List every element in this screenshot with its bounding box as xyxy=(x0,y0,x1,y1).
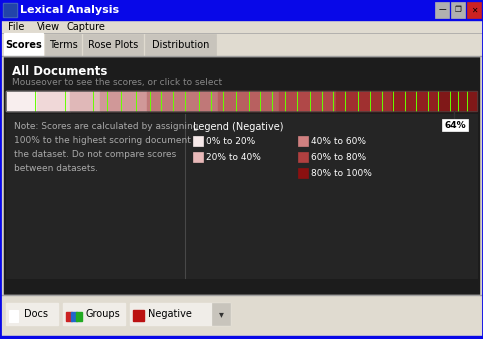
Text: 20% to 40%: 20% to 40% xyxy=(206,153,261,161)
Bar xyxy=(71,312,77,321)
Bar xyxy=(130,303,230,325)
Text: Lexical Analysis: Lexical Analysis xyxy=(20,5,119,15)
Text: File: File xyxy=(8,21,24,32)
Bar xyxy=(279,91,336,111)
Text: Negative: Negative xyxy=(148,309,192,319)
Text: Rose Plots: Rose Plots xyxy=(88,40,138,49)
Bar xyxy=(0,295,483,339)
Bar xyxy=(298,152,308,162)
Bar xyxy=(6,303,58,325)
Bar xyxy=(70,91,100,111)
Text: Scores: Scores xyxy=(5,40,42,49)
Bar xyxy=(45,34,81,55)
Bar xyxy=(37,91,70,111)
Text: 100% to the highest scoring document in: 100% to the highest scoring document in xyxy=(14,136,202,145)
Bar xyxy=(63,303,125,325)
Bar xyxy=(4,33,43,56)
Bar xyxy=(66,312,72,321)
Text: All Documents: All Documents xyxy=(12,65,107,78)
Bar xyxy=(100,91,147,111)
Text: Mouseover to see the scores, or click to select: Mouseover to see the scores, or click to… xyxy=(12,78,222,87)
Bar xyxy=(4,4,16,16)
Bar xyxy=(298,136,308,146)
Text: 60% to 80%: 60% to 80% xyxy=(311,153,366,161)
Bar xyxy=(9,310,18,322)
Bar xyxy=(3,3,17,17)
Bar xyxy=(193,136,203,146)
Bar xyxy=(4,56,479,295)
Text: Groups: Groups xyxy=(85,309,120,319)
Bar xyxy=(83,34,143,55)
Text: Terms: Terms xyxy=(49,40,78,49)
Bar xyxy=(451,2,465,18)
Bar xyxy=(147,91,218,111)
Bar xyxy=(0,20,483,33)
Text: Note: Scores are calculated by assigning: Note: Scores are calculated by assigning xyxy=(14,122,199,131)
Text: the dataset. Do not compare scores: the dataset. Do not compare scores xyxy=(14,150,176,159)
Bar xyxy=(212,303,230,325)
Text: —: — xyxy=(438,5,446,15)
Text: Distribution: Distribution xyxy=(152,40,209,49)
Bar xyxy=(336,91,392,111)
Text: Legend (Negative): Legend (Negative) xyxy=(193,122,284,132)
Bar xyxy=(298,168,308,178)
Bar xyxy=(442,119,469,131)
Bar xyxy=(435,2,449,18)
Text: Capture: Capture xyxy=(66,21,105,32)
Bar xyxy=(133,310,144,321)
Text: between datasets.: between datasets. xyxy=(14,164,98,173)
Text: 40% to 60%: 40% to 60% xyxy=(311,137,366,145)
Bar xyxy=(76,312,82,321)
Text: 80% to 100%: 80% to 100% xyxy=(311,168,372,178)
Bar xyxy=(6,114,477,278)
Text: View: View xyxy=(37,21,60,32)
Text: 0% to 20%: 0% to 20% xyxy=(206,137,255,145)
Text: ❐: ❐ xyxy=(455,5,461,15)
Text: ✕: ✕ xyxy=(471,5,477,15)
Bar xyxy=(0,0,483,20)
Bar xyxy=(0,336,483,339)
Bar xyxy=(145,34,215,55)
Bar xyxy=(218,91,279,111)
Text: Docs: Docs xyxy=(24,309,48,319)
Bar xyxy=(0,33,483,56)
Bar xyxy=(440,91,477,111)
Bar xyxy=(392,91,440,111)
Text: ▾: ▾ xyxy=(219,309,224,319)
Bar xyxy=(6,91,37,111)
Bar xyxy=(467,2,481,18)
Text: 64%: 64% xyxy=(444,120,466,129)
Bar xyxy=(6,91,477,111)
Bar xyxy=(193,152,203,162)
